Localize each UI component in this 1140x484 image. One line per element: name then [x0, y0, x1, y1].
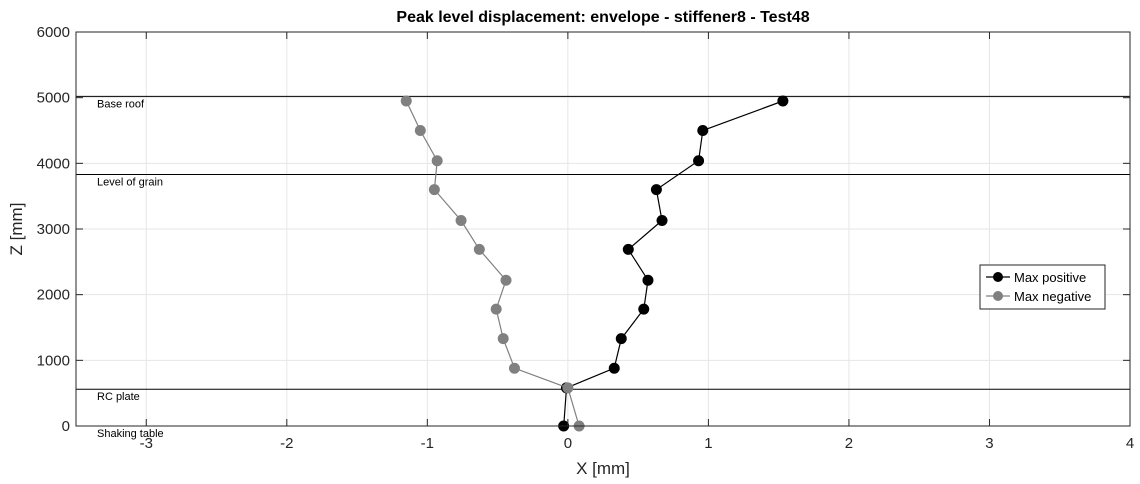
x-tick-label-7: 4 [1126, 435, 1134, 452]
series-layer [400, 95, 789, 432]
x-tick-label-5: 2 [845, 435, 853, 452]
data-point-0-11 [777, 95, 789, 107]
level-label-3: Shaking table [97, 428, 164, 440]
legend-marker-1 [993, 291, 1003, 301]
x-tick-label-6: 3 [985, 435, 993, 452]
x-tick-label-0: -3 [140, 435, 153, 452]
series-1 [400, 95, 585, 432]
data-point-0-10 [697, 125, 709, 136]
x-axis-label: X [mm] [576, 459, 630, 478]
level-label-2: RC plate [97, 391, 140, 403]
data-point-0-8 [650, 184, 662, 196]
x-tick-label-3: 0 [564, 435, 572, 452]
y-axis-label: Z [mm] [7, 203, 26, 256]
data-point-0-6 [622, 243, 634, 255]
series-0 [558, 95, 789, 432]
x-tick-label-1: -2 [280, 435, 293, 452]
data-point-1-11 [400, 95, 412, 107]
legend-box [979, 264, 1106, 310]
data-point-1-4 [490, 303, 502, 315]
data-point-1-2 [508, 362, 520, 374]
data-point-1-3 [497, 333, 509, 345]
data-point-1-5 [500, 274, 512, 286]
data-point-0-5 [642, 274, 654, 286]
chart-title: Peak level displacement: envelope - stif… [396, 9, 809, 26]
level-label-1: Level of grain [97, 176, 163, 188]
ticks: -3 -2 -1 0 1 2 3 4 0 1000 2000 3000 4000 5000 6000 [37, 24, 1135, 452]
data-point-0-4 [638, 303, 650, 315]
data-point-1-8 [428, 184, 440, 196]
y-tick-label-6: 6000 [37, 24, 70, 41]
data-point-0-7 [656, 214, 668, 226]
data-point-0-9 [693, 155, 705, 167]
data-point-1-9 [431, 155, 443, 167]
data-point-1-1 [562, 382, 574, 394]
series-line-1 [405, 100, 580, 427]
y-tick-label-2: 2000 [37, 287, 70, 304]
y-tick-label-3: 3000 [37, 221, 70, 238]
legend-marker-0 [993, 272, 1003, 282]
legend-label-0: Max positive [1014, 270, 1086, 285]
x-tick-label-2: -1 [421, 435, 434, 452]
level-label-0: Base roof [97, 98, 145, 110]
legend-label-1: Max negative [1014, 289, 1091, 304]
y-tick-label-4: 4000 [37, 155, 70, 172]
x-tick-label-4: 1 [704, 435, 712, 452]
y-tick-label-5: 5000 [37, 90, 70, 107]
data-point-1-10 [414, 125, 426, 136]
data-point-0-3 [615, 333, 627, 345]
legend: Max positive Max negative [979, 264, 1106, 310]
data-point-1-7 [455, 214, 467, 226]
y-tick-label-1: 1000 [37, 352, 70, 369]
data-point-1-6 [473, 243, 485, 255]
data-point-0-2 [608, 362, 620, 374]
y-tick-label-0: 0 [62, 418, 70, 435]
